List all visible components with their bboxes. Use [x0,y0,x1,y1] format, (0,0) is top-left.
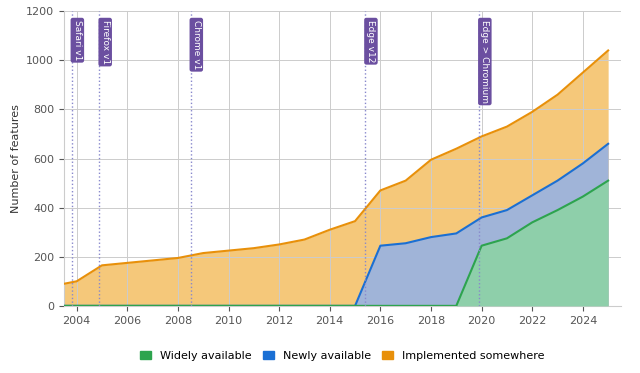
Text: Edge > Chromium: Edge > Chromium [481,20,490,103]
Text: Firefox v1: Firefox v1 [100,20,109,64]
Legend: Widely available, Newly available, Implemented somewhere: Widely available, Newly available, Imple… [136,346,549,365]
Y-axis label: Number of features: Number of features [11,104,20,213]
Text: Edge v12: Edge v12 [367,20,376,62]
Text: Safari v1: Safari v1 [73,20,82,60]
Text: Chrome v1: Chrome v1 [192,20,201,69]
